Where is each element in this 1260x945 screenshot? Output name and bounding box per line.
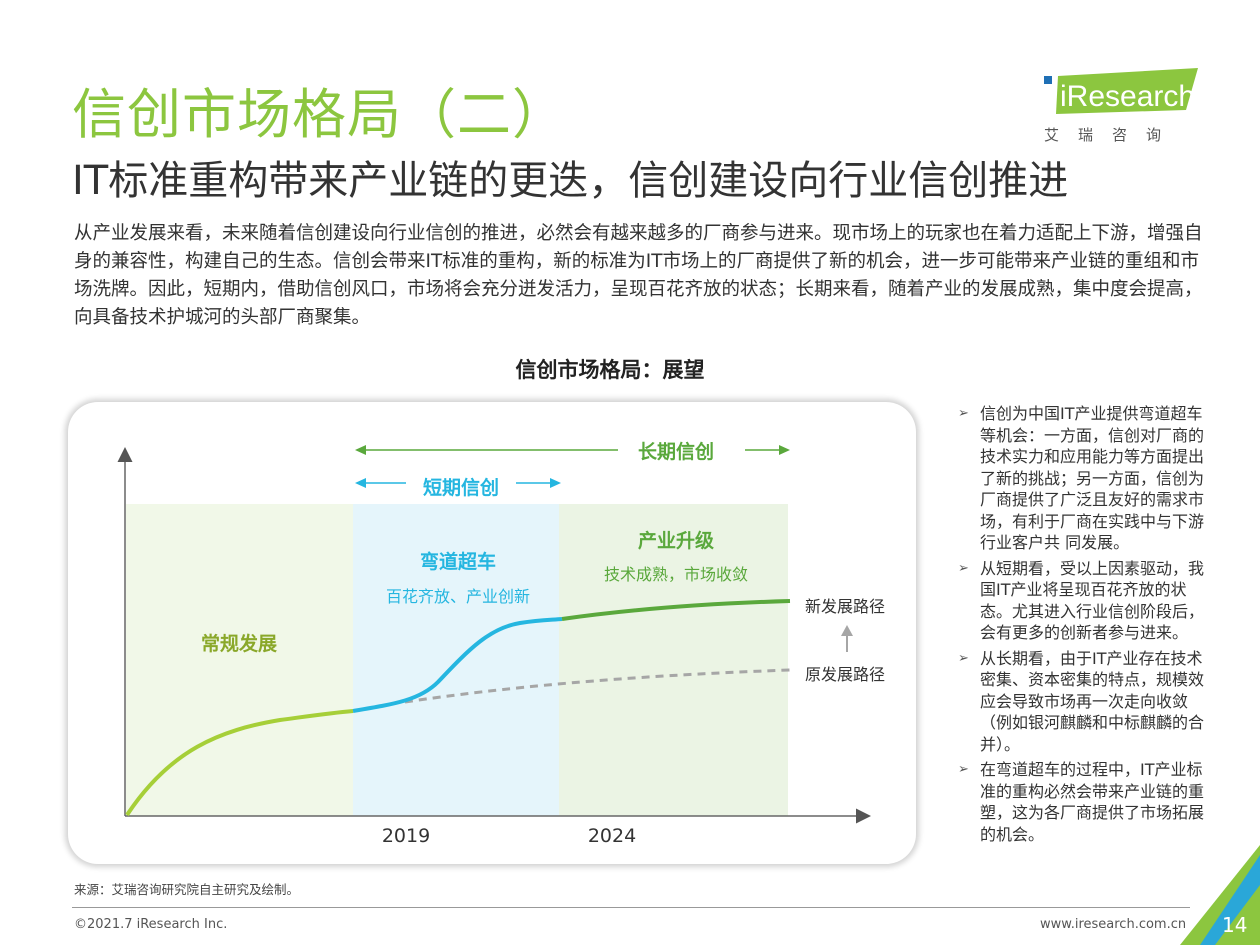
copyright: ©2021.7 iResearch Inc. [74, 917, 228, 932]
iresearch-logo: iResearch [1044, 68, 1198, 114]
footer-divider [72, 907, 1190, 908]
page-subtitle: IT标准重构带来产业链的更迭，信创建设向行业信创推进 [72, 158, 1069, 204]
source-note: 来源：艾瑞咨询研究院自主研究及绘制。 [74, 882, 300, 897]
arrow-bullet-icon: ➢ [958, 762, 969, 777]
page-number: 14 [1222, 913, 1248, 937]
diagram-panel [68, 402, 916, 864]
diagram-title: 信创市场格局：展望 [515, 358, 705, 382]
page-title: 信创市场格局（二） [72, 83, 567, 146]
bullet-item: ➢ 在弯道超车的过程中，IT产业标准的重构必然会带来产业链的重塑，这为各厂商提供… [958, 759, 1206, 845]
bullet-text: 信创为中国IT产业提供弯道超车等机会：一方面，信创对厂商的技术实力和应用能力等方… [980, 404, 1205, 552]
logo-tagline: 艾瑞咨询 [1044, 126, 1181, 144]
bullet-text: 从长期看，由于IT产业存在技术密集、资本密集的特点，规模效应会导致市场再一次走向… [980, 648, 1205, 754]
arrow-bullet-icon: ➢ [958, 650, 969, 666]
bullet-list: ➢ 信创为中国IT产业提供弯道超车等机会：一方面，信创对厂商的技术实力和应用能力… [958, 403, 1206, 849]
arrow-bullet-icon: ➢ [958, 406, 969, 421]
bullet-text: 在弯道超车的过程中，IT产业标准的重构必然会带来产业链的重塑，这为各厂商提供了市… [980, 760, 1205, 844]
bullet-text: 从短期看，受以上因素驱动，我国IT产业将呈现百花齐放的状态。尤其进入行业信创阶段… [980, 558, 1205, 643]
bullet-item: ➢ 信创为中国IT产业提供弯道超车等机会：一方面，信创对厂商的技术实力和应用能力… [958, 403, 1206, 554]
website-link[interactable]: www.iresearch.com.cn [1040, 917, 1187, 932]
arrow-bullet-icon: ➢ [958, 560, 969, 576]
corner-decoration [1180, 845, 1260, 945]
bullet-item: ➢ 从长期看，由于IT产业存在技术密集、资本密集的特点，规模效应会导致市场再一次… [958, 648, 1206, 756]
bullet-item: ➢ 从短期看，受以上因素驱动，我国IT产业将呈现百花齐放的状态。尤其进入行业信创… [958, 558, 1206, 644]
intro-paragraph: 从产业发展来看，未来随着信创建设向行业信创的推进，必然会有越来越多的厂商参与进来… [74, 223, 1203, 328]
logo-wordmark: iResearch [1060, 80, 1195, 113]
